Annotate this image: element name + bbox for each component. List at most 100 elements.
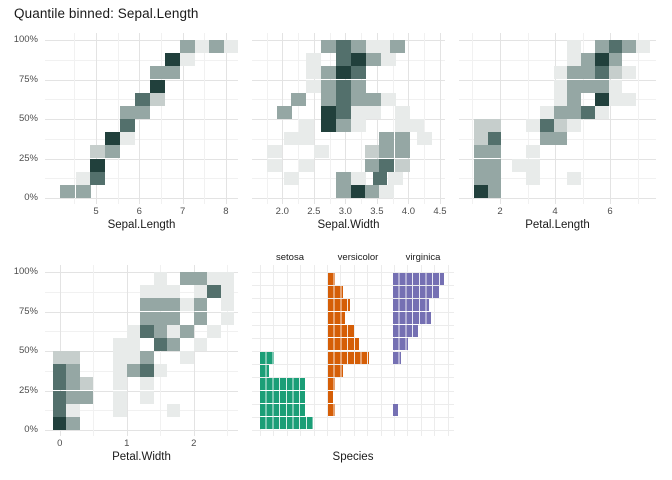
x-tick-label: 4.5 [433,206,447,217]
heatmap-tile [193,272,208,286]
heatmap-tile [179,40,195,54]
heatmap-tile [608,92,623,106]
heatmap-tile [526,119,540,133]
y-tick-label: 100% [13,266,38,277]
heatmap-tile [567,119,582,133]
heatmap-tile [526,171,540,185]
heatmap-tile [473,158,488,172]
heatmap-tile [636,40,650,54]
heatmap-tile [120,119,136,133]
heatmap-tile [153,324,167,338]
species-bar-virginica [393,272,444,285]
gridline-major-h [45,430,238,431]
heatmap-tile [594,53,609,67]
species-bar-versicolor [328,377,335,390]
panel-sepal-width [252,33,445,204]
species-bar-versicolor [328,298,350,311]
heatmap-tile [567,105,582,119]
heatmap-tile [351,40,367,54]
heatmap-tile [140,324,154,338]
heatmap-tile [364,184,380,198]
heatmap-tile [298,132,314,146]
heatmap-tile [113,390,127,404]
heatmap-tile [113,377,127,391]
heatmap-tile [220,272,234,286]
heatmap-tile [53,390,67,404]
gridline-minor-v [637,33,639,204]
heatmap-tile [526,145,540,159]
gridline-minor-v [93,265,95,436]
heatmap-tile [416,132,432,146]
heatmap-tile [126,351,141,365]
heatmap-tile [364,145,380,159]
heatmap-tile [126,337,141,351]
heatmap-tile [351,53,367,67]
species-bar-versicolor [328,325,354,338]
heatmap-tile [351,92,367,106]
heatmap-tile [284,171,300,185]
axis-title-species: Species [332,451,374,463]
heatmap-tile [553,132,568,146]
heatmap-tile [306,53,322,67]
heatmap-tile [366,53,382,67]
heatmap-tile [179,53,195,67]
heatmap-tile [321,66,337,80]
heatmap-tile [291,92,307,106]
species-bar-virginica [393,298,429,311]
heatmap-tile [553,79,568,93]
species-bar-versicolor [328,404,335,417]
heatmap-tile [594,92,609,106]
heatmap-tile [306,79,322,93]
species-bar-setosa [260,417,313,430]
heatmap-tile [164,53,180,67]
heatmap-tile [134,105,150,119]
heatmap-tile [394,132,410,146]
heatmap-tile [321,119,337,133]
heatmap-tile [193,285,208,299]
heatmap-tile [487,145,502,159]
heatmap-tile [166,298,181,312]
heatmap-tile [207,272,221,286]
heatmap-tile [335,92,351,106]
facet-label-versicolor: versicolor [337,252,379,263]
y-tick-label: 50% [18,113,38,124]
heatmap-tile [53,403,67,417]
y-tick-label: 25% [18,384,38,396]
heatmap-tile [180,324,194,338]
heatmap-tile [53,377,67,391]
heatmap-tile [75,171,91,185]
heatmap-tile [321,105,337,119]
heatmap-tile [379,132,395,146]
heatmap-tile [581,53,595,67]
heatmap-tile [134,92,150,106]
x-tick-label: 6 [136,206,142,217]
heatmap-tile [622,40,637,54]
x-tick-label: 2.0 [275,206,289,217]
heatmap-tile [487,158,502,172]
heatmap-tile [608,53,623,67]
x-tick-label: 7 [179,206,186,217]
heatmap-tile [594,66,609,80]
heatmap-tile [105,145,120,159]
y-tick-label: 100% [13,34,38,45]
heatmap-tile [209,40,225,54]
heatmap-tile [335,66,351,80]
gridline-row-h [252,364,454,366]
species-bar-virginica [393,325,418,338]
heatmap-tile [113,364,127,378]
heatmap-tile [267,145,283,159]
gridline-major-h [45,198,238,199]
y-tick-label: 0% [24,424,38,435]
heatmap-tile [487,184,502,198]
heatmap-tile [149,79,165,93]
gridline-minor-h [459,59,656,61]
gridline-major-h [459,198,656,199]
species-bar-versicolor [328,391,333,404]
heatmap-tile [180,351,194,365]
heatmap-tile [366,40,382,54]
heatmap-tile [66,416,80,430]
heatmap-tile [390,40,406,54]
gridline-minor-v [160,33,162,204]
x-tick-label: 8 [223,206,229,217]
axis-title-sepal-length: Sepal.Length [107,219,176,231]
